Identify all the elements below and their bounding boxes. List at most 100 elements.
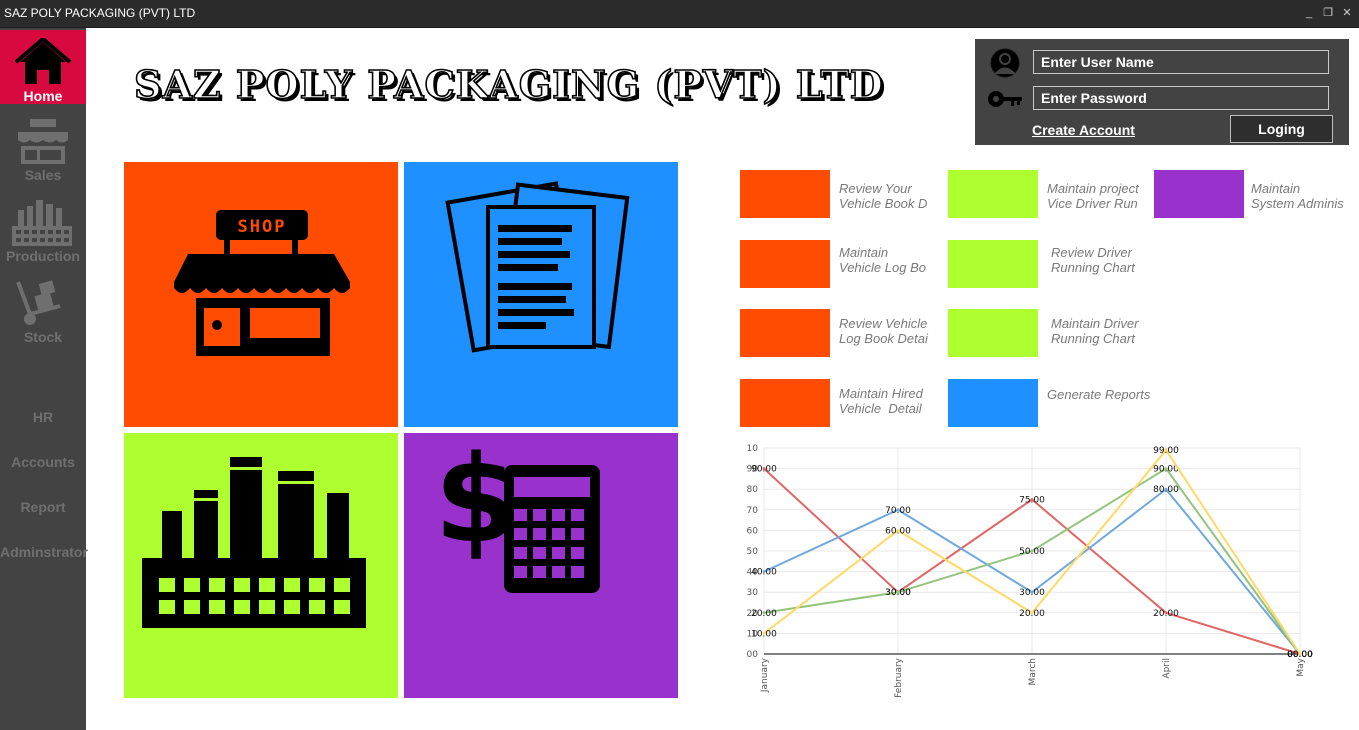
- quick-action-label[interactable]: Review Your Vehicle Book D: [839, 181, 928, 211]
- quick-action-tile[interactable]: [740, 309, 830, 357]
- factory-icon: [142, 457, 366, 628]
- quick-action-tile[interactable]: [948, 240, 1038, 288]
- create-account-link[interactable]: Create Account: [1032, 122, 1135, 138]
- quick-action-label[interactable]: Maintain project Vice Driver Run: [1047, 181, 1139, 211]
- dollar-calculator-icon: $: [434, 433, 600, 593]
- data-label: 10.00: [751, 629, 777, 639]
- quick-action-tile[interactable]: [948, 379, 1038, 427]
- data-label: 60.00: [885, 526, 911, 536]
- y-tick-label: 30: [747, 588, 759, 598]
- quick-action-label[interactable]: Maintain System Adminis: [1251, 181, 1344, 211]
- tile-accounts[interactable]: $: [404, 433, 678, 698]
- sidebar-item-label: Accounts: [11, 454, 75, 470]
- quick-action-tile[interactable]: [740, 240, 830, 288]
- quick-action-label[interactable]: Maintain Hired Vehicle Detail: [839, 386, 923, 416]
- username-field[interactable]: [1033, 50, 1329, 74]
- y-tick-label: 20: [747, 609, 759, 619]
- factory-icon: [12, 200, 72, 246]
- window-title: SAZ POLY PACKAGING (PVT) LTD: [4, 6, 196, 20]
- documents-icon: [445, 181, 630, 353]
- page-title: SAZ POLY PACKAGING (PVT) LTD: [133, 61, 884, 108]
- line-chart: 00 10 20 30 40 50 60 70 80 90 10 January February Mar…: [747, 444, 1314, 698]
- data-point: [762, 611, 766, 615]
- x-tick-label: May: [1296, 657, 1306, 676]
- data-point: [1164, 611, 1168, 615]
- data-label: 00.00: [1287, 650, 1313, 660]
- sidebar-item-label: Report: [20, 499, 66, 515]
- shop-sign-text: SHOP: [238, 217, 287, 237]
- home-icon: [14, 38, 72, 84]
- shop-icon: SHOP: [174, 210, 350, 356]
- sidebar-item-label: Home: [23, 88, 63, 104]
- login-button[interactable]: Loging: [1230, 115, 1333, 143]
- sidebar-item-label: Sales: [24, 167, 62, 183]
- key-icon: [988, 91, 1022, 107]
- sidebar-item-hr[interactable]: HR: [0, 409, 86, 425]
- data-point: [1164, 448, 1168, 452]
- hand-truck-icon: [16, 280, 61, 325]
- quick-action-label[interactable]: Maintain Driver Running Chart: [1051, 316, 1139, 346]
- sidebar-item-label: Production: [6, 248, 80, 264]
- data-point: [896, 528, 900, 532]
- data-label: 40.00: [751, 568, 777, 578]
- quick-action-tile[interactable]: [740, 170, 830, 218]
- y-tick-label: 90: [747, 465, 759, 475]
- quick-action-tile[interactable]: [740, 379, 830, 427]
- x-tick-label: March: [1028, 658, 1038, 685]
- data-label: 90.00: [751, 465, 777, 475]
- tile-documents[interactable]: [404, 162, 678, 427]
- sidebar-item-sales[interactable]: Sales: [0, 116, 86, 186]
- sidebar-item-home[interactable]: Home: [0, 30, 86, 104]
- data-point: [1298, 652, 1302, 656]
- data-point: [896, 508, 900, 512]
- data-point: [762, 467, 766, 471]
- restore-button[interactable]: ❐: [1323, 7, 1333, 19]
- user-icon: [990, 48, 1020, 78]
- minimize-button[interactable]: _: [1305, 7, 1313, 19]
- y-tick-label: 80: [747, 485, 759, 495]
- close-button[interactable]: ✕: [1342, 7, 1352, 19]
- data-label: 20.00: [751, 609, 777, 619]
- window-titlebar: SAZ POLY PACKAGING (PVT) LTD _ ❐ ✕: [0, 0, 1359, 28]
- y-tick-label: 40: [747, 568, 759, 578]
- sidebar-item-label: Stock: [23, 329, 63, 345]
- data-label: 30.00: [1019, 588, 1045, 598]
- sidebar-item-accounts[interactable]: Accounts: [0, 454, 86, 470]
- quick-action-tile[interactable]: [948, 170, 1038, 218]
- data-point: [1030, 549, 1034, 553]
- sidebar-item-label: Adminstrator: [0, 544, 88, 560]
- data-label: 20.00: [1019, 609, 1045, 619]
- password-field[interactable]: [1033, 86, 1329, 110]
- data-point: [1030, 611, 1034, 615]
- data-point: [1030, 590, 1034, 594]
- data-point: [762, 631, 766, 635]
- shop-icon: [18, 119, 68, 164]
- sidebar-item-adminstrator[interactable]: Adminstrator: [0, 544, 88, 560]
- sidebar-item-production[interactable]: Production: [0, 196, 86, 266]
- x-tick-label: February: [894, 657, 904, 698]
- data-label: 30.00: [885, 588, 911, 598]
- sidebar-item-report[interactable]: Report: [0, 499, 86, 515]
- data-label: 50.00: [1019, 547, 1045, 557]
- data-point: [1164, 467, 1168, 471]
- y-tick-label: 10: [747, 629, 759, 639]
- data-label: 75.00: [1019, 496, 1045, 506]
- quick-action-label[interactable]: Maintain Vehicle Log Bo: [839, 245, 926, 275]
- sidebar-item-label: HR: [32, 409, 54, 425]
- quick-action-tile[interactable]: [1154, 170, 1244, 218]
- quick-action-tile[interactable]: [948, 309, 1038, 357]
- tile-production[interactable]: [124, 433, 398, 698]
- login-panel: Create Account Loging: [975, 39, 1349, 145]
- y-tick-label: 50: [747, 547, 759, 557]
- quick-action-label[interactable]: Generate Reports: [1047, 387, 1151, 402]
- x-tick-label: April: [1162, 658, 1172, 679]
- quick-action-label[interactable]: Review Driver Running Chart: [1051, 245, 1135, 275]
- sidebar-item-stock[interactable]: Stock: [0, 276, 86, 346]
- svg-text:$: $: [434, 433, 518, 570]
- x-tick-label: January: [760, 657, 770, 693]
- data-label: 80.00: [1153, 485, 1179, 495]
- tile-sales[interactable]: SHOP: [124, 162, 398, 427]
- y-tick-label: 70: [747, 506, 759, 516]
- quick-action-label[interactable]: Review Vehicle Log Book Detai: [839, 316, 928, 346]
- data-label: 20.00: [1153, 609, 1179, 619]
